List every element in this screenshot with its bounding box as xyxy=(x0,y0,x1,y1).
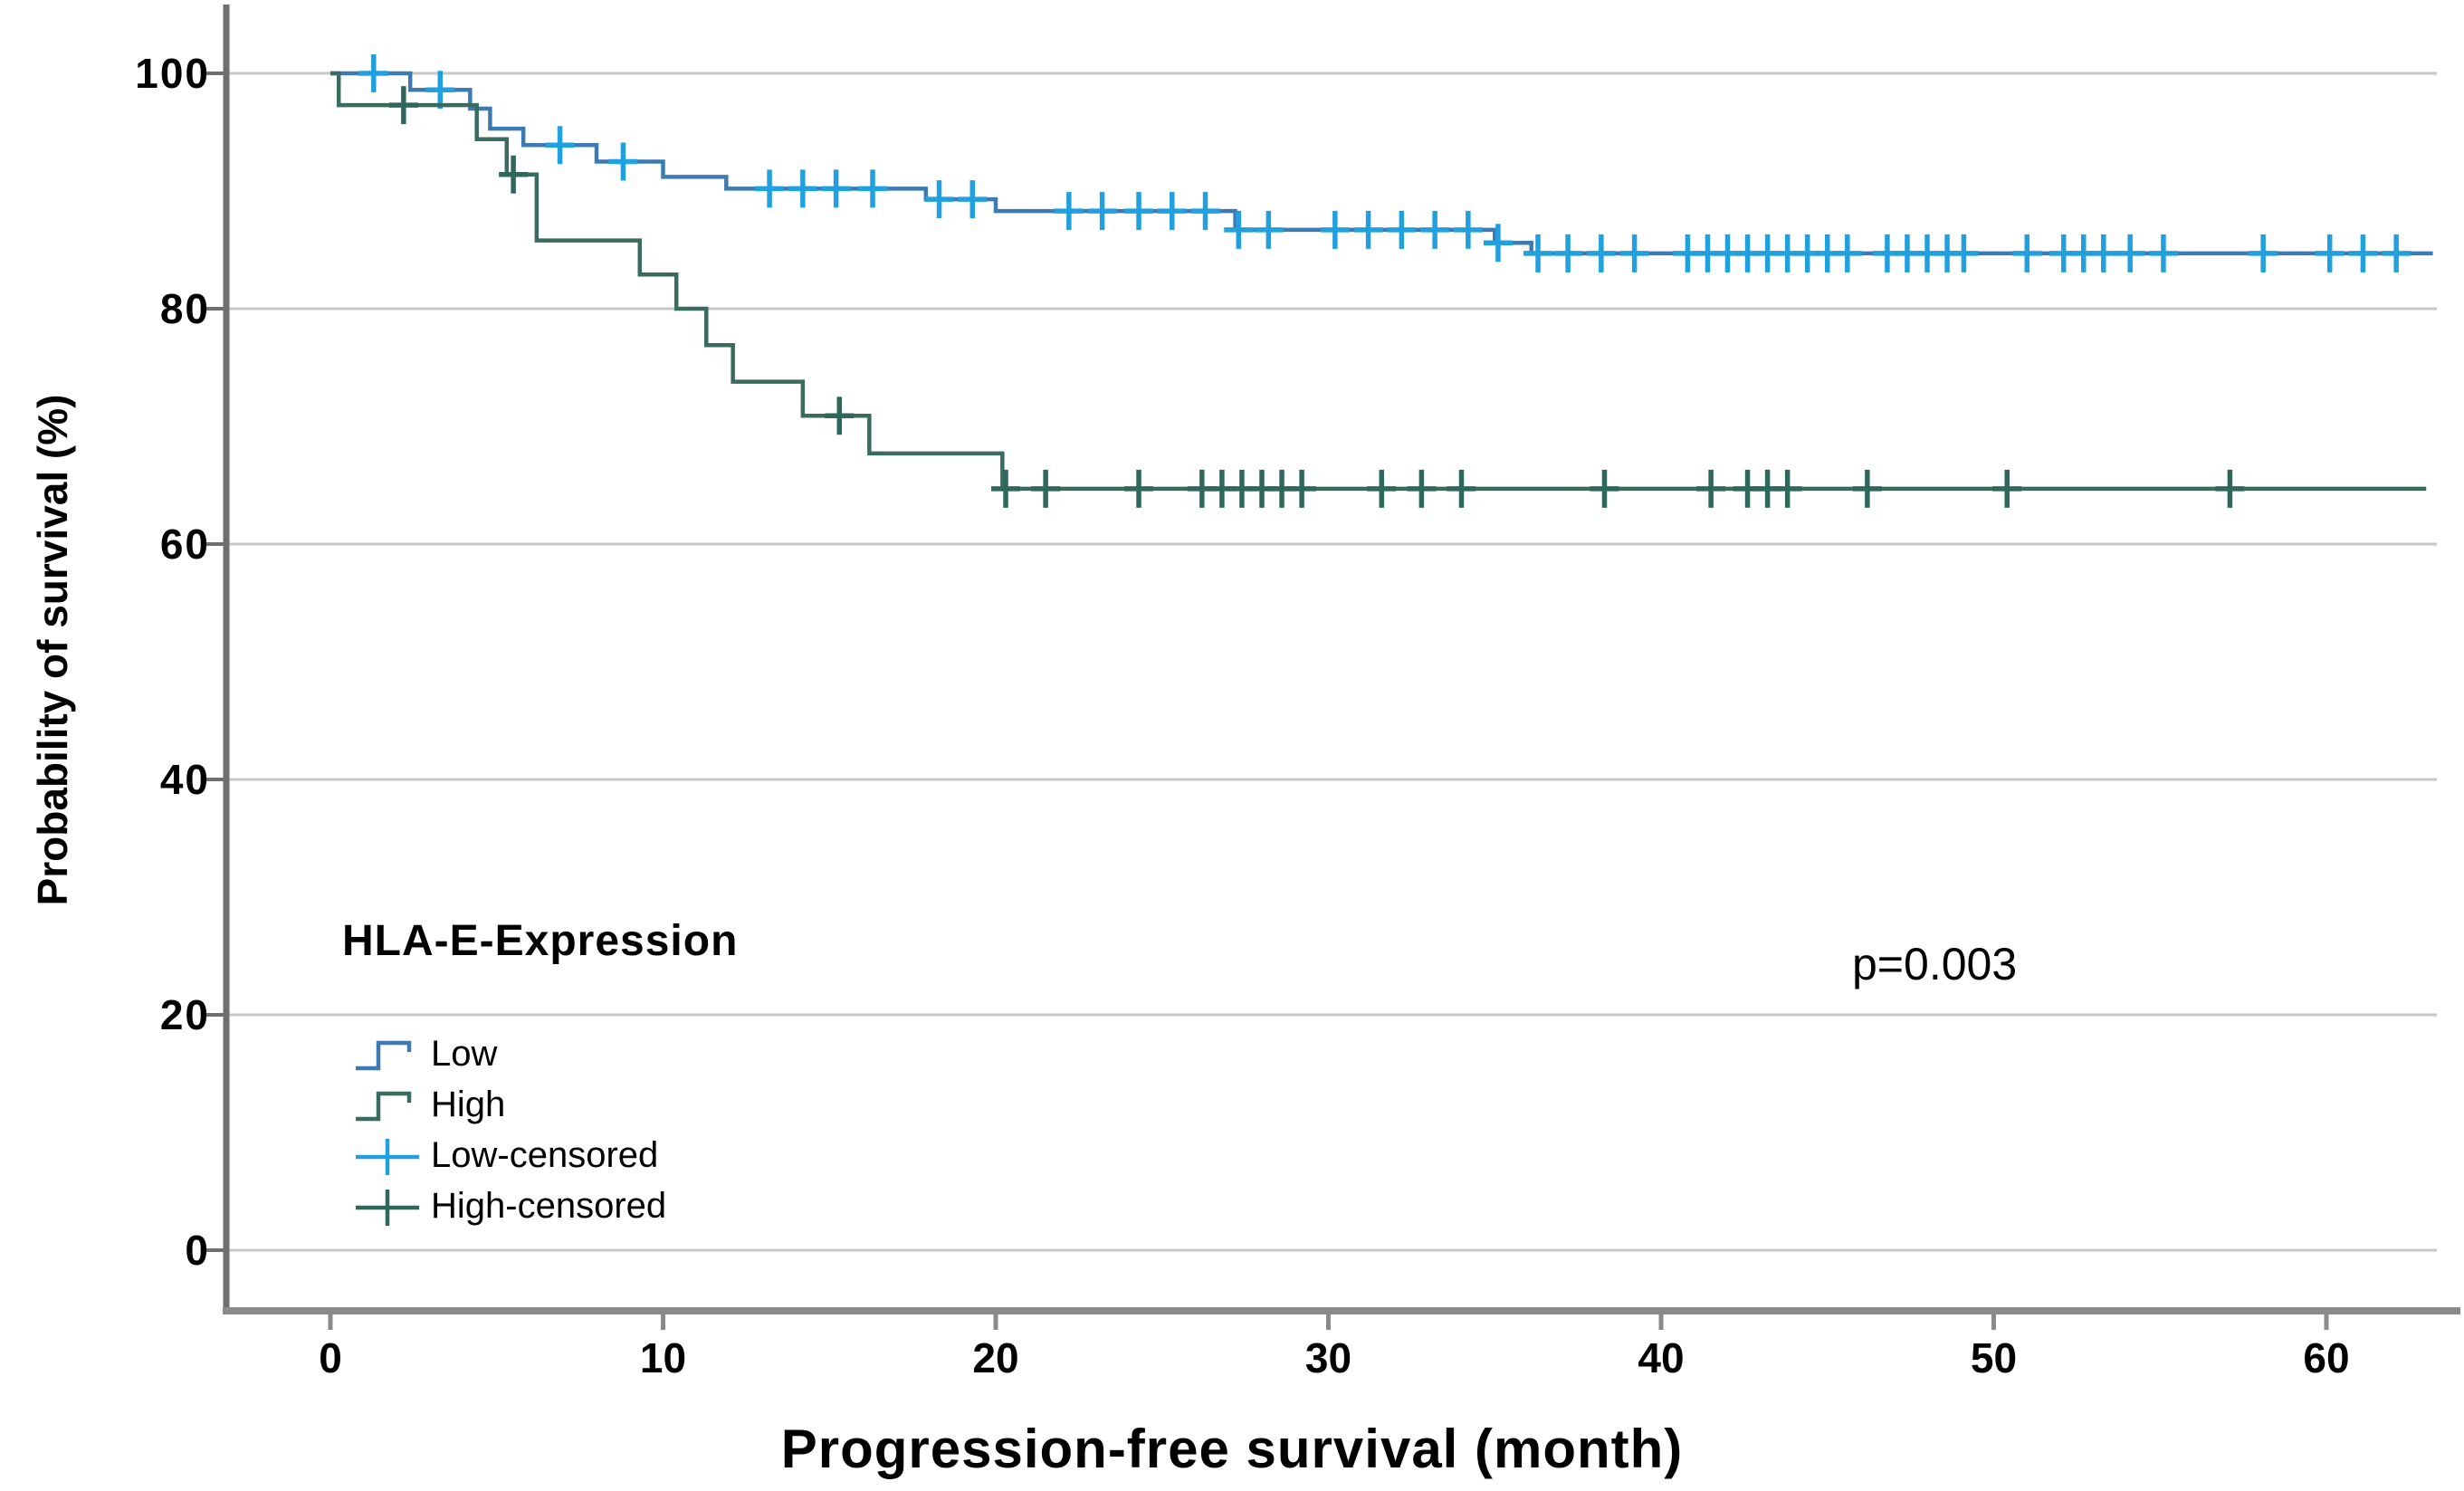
legend-item-low-censored: Low-censored xyxy=(353,1130,658,1180)
censor-mark-low xyxy=(1553,234,1583,272)
censor-mark-high xyxy=(1124,469,1154,508)
censor-mark-low xyxy=(958,180,988,219)
legend-label-high-censored: High-censored xyxy=(431,1185,667,1226)
y-tick-label-20: 20 xyxy=(159,991,210,1038)
censor-mark-high xyxy=(1992,469,2022,508)
censor-mark-low xyxy=(1387,210,1417,249)
x-tick-label-10: 10 xyxy=(639,1334,687,1381)
censor-mark-low xyxy=(924,180,954,219)
censor-mark-low xyxy=(545,126,575,165)
censor-mark-high xyxy=(1287,469,1317,508)
censor-mark-high xyxy=(1696,469,1726,508)
censor-mark-low xyxy=(1453,210,1483,249)
step-glyph xyxy=(356,1091,412,1122)
legend-label-low: Low xyxy=(431,1033,498,1074)
censor-mark-low xyxy=(1483,224,1513,263)
censor-mark-low xyxy=(608,142,638,181)
legend-label-high: High xyxy=(431,1084,506,1124)
censor-mark-low xyxy=(1619,234,1649,272)
legend-item-high-censored: High-censored xyxy=(353,1180,666,1231)
censor-mark-low xyxy=(1054,192,1084,231)
legend-label-low-censored: Low-censored xyxy=(431,1134,659,1175)
censor-mark-low xyxy=(1157,192,1187,231)
low-censored-plus-icon xyxy=(356,1139,419,1175)
censor-mark-high xyxy=(1031,469,1061,508)
y-tick-label-0: 0 xyxy=(185,1227,210,1274)
censor-mark-low xyxy=(1353,210,1383,249)
y-tick-label-80: 80 xyxy=(159,285,210,332)
censor-mark-low xyxy=(2148,234,2178,272)
censor-mark-low xyxy=(425,71,455,110)
censor-mark-low xyxy=(1124,192,1154,231)
plus-glyph xyxy=(356,1190,419,1226)
high-step-line-icon xyxy=(356,1091,412,1122)
censor-mark-high xyxy=(1367,469,1397,508)
censor-mark-low xyxy=(2249,234,2278,272)
legend-item-high: High xyxy=(353,1079,505,1130)
x-tick-label-50: 50 xyxy=(1970,1334,2018,1381)
censor-mark-high xyxy=(1772,469,1802,508)
censor-mark-low xyxy=(1224,210,1254,249)
x-tick-label-60: 60 xyxy=(2303,1334,2350,1381)
censor-mark-low xyxy=(2012,234,2042,272)
legend-title: HLA-E-Expression xyxy=(342,917,739,965)
censor-mark-low xyxy=(1420,210,1450,249)
censor-mark-low xyxy=(821,169,851,208)
y-axis-title: Probability of survival (%) xyxy=(29,394,76,906)
censor-mark-low xyxy=(2315,234,2345,272)
y-tick-label-60: 60 xyxy=(159,521,210,568)
censor-mark-high xyxy=(388,86,418,125)
censor-mark-low xyxy=(1523,234,1553,272)
censor-mark-low xyxy=(2088,234,2118,272)
censor-mark-low xyxy=(2115,234,2145,272)
x-tick-label-40: 40 xyxy=(1638,1334,1685,1381)
censor-mark-high xyxy=(1407,469,1437,508)
censor-mark-low xyxy=(1949,234,1979,272)
x-tick-label-0: 0 xyxy=(319,1334,342,1381)
censor-mark-low xyxy=(2348,234,2378,272)
censor-mark-high xyxy=(499,155,529,194)
censor-mark-low xyxy=(1254,210,1284,249)
legend: HLA-E-Expression Low High Low-censored H… xyxy=(342,916,739,1226)
censor-mark-high xyxy=(2215,469,2245,508)
censor-mark-low xyxy=(1320,210,1350,249)
survival-curve-low xyxy=(330,71,2433,256)
censor-mark-low xyxy=(788,169,817,208)
censor-mark-low xyxy=(1190,192,1220,231)
censor-mark-low xyxy=(1586,234,1616,272)
low-step-line-icon xyxy=(356,1040,412,1071)
censor-mark-high xyxy=(991,469,1021,508)
censor-mark-high xyxy=(1852,469,1882,508)
p-value-annotation: p=0.003 xyxy=(1852,939,2018,989)
high-censored-plus-icon xyxy=(356,1190,419,1226)
survival-curve-high xyxy=(330,71,2427,492)
censor-mark-low xyxy=(1087,192,1117,231)
censor-mark-low xyxy=(755,169,785,208)
censor-mark-low xyxy=(2382,234,2411,272)
x-axis-title: Progression-free survival (month) xyxy=(780,1419,1684,1479)
legend-item-low: Low xyxy=(353,1028,497,1079)
censor-mark-low xyxy=(858,169,888,208)
censor-mark-high xyxy=(825,397,855,435)
y-tick-label-40: 40 xyxy=(159,756,210,803)
censor-mark-high xyxy=(1447,469,1476,508)
x-tick-label-30: 30 xyxy=(1304,1334,1352,1381)
plus-glyph xyxy=(356,1139,419,1175)
censor-mark-low xyxy=(1832,234,1862,272)
censor-mark-low xyxy=(358,54,388,92)
step-glyph xyxy=(356,1040,412,1071)
censor-mark-high xyxy=(1590,469,1619,508)
y-tick-label-100: 100 xyxy=(135,50,210,97)
x-tick-label-20: 20 xyxy=(972,1334,1019,1381)
